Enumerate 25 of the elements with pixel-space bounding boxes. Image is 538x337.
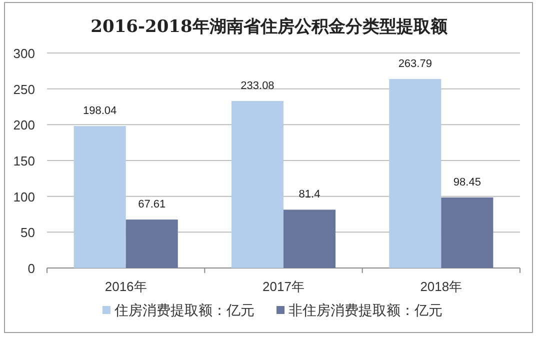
bar — [389, 78, 442, 268]
bar — [284, 210, 336, 268]
data-label: 98.45 — [453, 176, 481, 188]
x-tick-label: 2017年 — [262, 279, 304, 294]
legend-label: 非住房消费提取额：亿元 — [288, 302, 442, 318]
bar — [74, 126, 126, 268]
legend-label: 住房消费提取额：亿元 — [114, 302, 254, 318]
chart-title: 2016-2018年湖南省住房公积金分类型提取额 — [90, 17, 448, 37]
bar — [126, 220, 178, 268]
y-tick-label: 100 — [13, 189, 35, 204]
data-label: 233.08 — [240, 80, 274, 92]
y-tick-label: 150 — [13, 154, 35, 168]
x-tick-label: 2018年 — [420, 279, 462, 294]
data-label: 67.61 — [138, 198, 166, 211]
y-tick-label: 250 — [13, 82, 35, 97]
data-label: 81.4 — [298, 188, 320, 201]
x-tick-label: 2016年 — [104, 279, 147, 294]
y-tick-label: 200 — [13, 118, 35, 133]
y-tick-label: 50 — [20, 225, 35, 240]
data-label: 198.04 — [82, 105, 117, 118]
y-tick-label: 300 — [13, 46, 35, 61]
y-tick-label: 0 — [28, 261, 35, 276]
bar — [441, 197, 494, 268]
bar — [231, 100, 284, 268]
data-label: 263.79 — [398, 58, 432, 70]
